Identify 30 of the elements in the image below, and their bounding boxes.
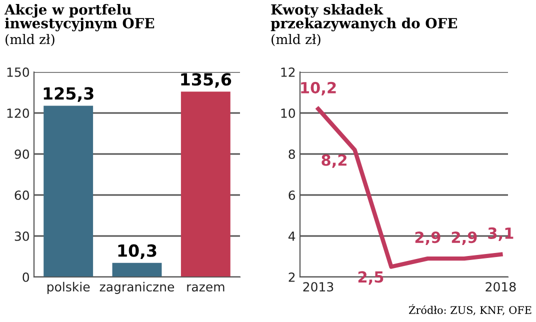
data-label: 10,3 — [118, 244, 156, 260]
y-tick-label: 10 — [281, 108, 296, 118]
y-tick-label: 2 — [288, 272, 295, 282]
y-tick-label: 150 — [7, 67, 30, 77]
y-tick-label: 6 — [288, 190, 296, 200]
y-tick-label: 60 — [14, 190, 30, 200]
x-tick-label: polskie — [47, 282, 90, 294]
data-label: 8,2 — [322, 154, 346, 168]
x-tick-label: 2018 — [486, 282, 516, 292]
y-tick-label: 4 — [288, 232, 296, 241]
x-tick-label: 2013 — [303, 282, 334, 292]
chart-subtitle: (mld zł) — [272, 34, 320, 46]
chart-title: Kwoty składek przekazywanych do OFE — [270, 4, 458, 32]
bar — [180, 92, 230, 277]
x-tick-label: razem — [187, 284, 224, 292]
y-tick-label: 12 — [281, 67, 295, 77]
text: Źródło: ZUS, KNF, OFE — [408, 304, 532, 316]
y-tick-label: 0 — [22, 272, 30, 282]
x-tick-label: zagraniczne — [100, 282, 174, 294]
y-tick-label: 120 — [7, 108, 30, 118]
data-label: 135,6 — [181, 73, 232, 88]
chart-subtitle: (mld zł) — [6, 34, 54, 46]
bar — [112, 262, 162, 277]
data-label: 125,3 — [44, 87, 94, 102]
y-tick-label: 8 — [288, 149, 295, 159]
bar — [44, 106, 94, 277]
y-tick-label: 30 — [14, 231, 30, 241]
data-label: 10,2 — [301, 82, 336, 96]
chart-title: Akcje w portfelu inwestycyjnym OFE — [4, 4, 154, 32]
y-tick-label: 90 — [14, 149, 30, 159]
